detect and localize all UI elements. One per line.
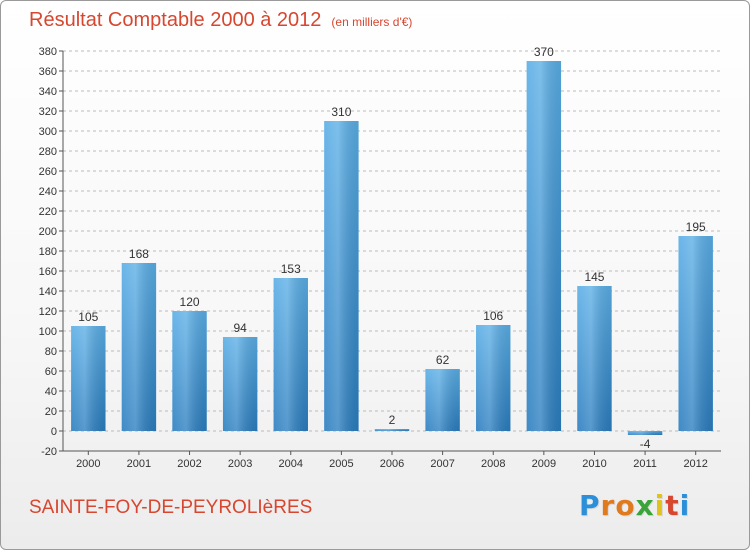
chart-title: Résultat Comptable 2000 à 2012 (en millie… [29,9,412,32]
x-tick-label: 2005 [329,458,353,470]
y-tick-label: -20 [41,446,57,458]
x-tick-label: 2004 [279,458,303,470]
data-label: 310 [331,105,351,119]
x-tick-label: 2012 [683,458,707,470]
label-layer: -20 0 20 40 60 80 100 120 140 160 180 200 220 240 260 2… [39,45,708,470]
y-tick-label: 220 [39,206,57,218]
bar-highlight [121,263,157,431]
logo-letter: t [665,489,680,522]
data-label: -4 [640,437,651,451]
logo-letter: i [654,489,666,522]
y-tick-label: 380 [39,46,57,58]
y-tick-label: 60 [45,366,57,378]
bar-highlight [476,325,511,431]
x-tick-label: 2008 [481,458,505,470]
x-tick-label: 2011 [633,458,657,470]
data-label: 2 [389,413,396,427]
y-tick-label: 260 [39,166,57,178]
x-tick-label: 2010 [582,458,606,470]
data-label: 153 [281,262,301,276]
y-tick-label: 360 [39,66,57,78]
bar-highlight [526,61,562,431]
data-label: 120 [180,295,200,309]
y-tick-label: 340 [39,86,57,98]
data-label: 62 [436,353,450,367]
y-tick-label: 0 [51,426,57,438]
y-tick-label: 80 [45,346,57,358]
y-tick-label: 280 [39,146,57,158]
logo-letter: r [600,489,616,522]
y-tick-label: 300 [39,126,57,138]
x-tick-label: 2007 [430,458,454,470]
x-tick-label: 2006 [380,458,404,470]
data-label: 94 [233,321,247,335]
data-label: 106 [483,309,503,323]
bar-highlight [577,286,612,431]
y-tick-label: 140 [39,286,57,298]
x-tick-label: 2009 [532,458,556,470]
y-tick-label: 100 [39,326,57,338]
x-tick-label: 2001 [127,458,151,470]
city-name: SAINTE-FOY-DE-PEYROLIèRES [29,497,313,518]
y-tick-label: 40 [45,386,57,398]
y-tick-label: 180 [39,246,57,258]
logo-letter: x [635,489,655,522]
logo-letter: o [615,489,636,522]
grid-layer [63,50,721,452]
bar-highlight [222,337,258,431]
bar-layer [71,61,713,435]
bar-highlight [324,121,359,431]
chart-subtitle: (en milliers d'€) [331,15,413,29]
bar-highlight [273,278,308,431]
y-tick-label: 160 [39,266,57,278]
bar-highlight [172,311,207,431]
bar-highlight [627,431,663,435]
logo-letter: i [679,489,691,522]
logo-letter: P [579,489,601,522]
data-label: 195 [686,220,706,234]
bar-highlight [678,236,713,431]
data-label: 370 [534,45,554,59]
y-tick-label: 320 [39,106,57,118]
y-tick-label: 120 [39,306,57,318]
proxiti-logo: Proxiti [579,489,690,522]
y-tick-label: 240 [39,186,57,198]
bar-highlight [374,429,410,431]
data-label: 168 [129,247,149,261]
bar-highlight [425,369,460,431]
axis-layer [59,50,721,455]
y-tick-label: 200 [39,226,57,238]
data-label: 105 [78,310,98,324]
y-tick-label: 20 [45,406,57,418]
x-tick-label: 2002 [177,458,201,470]
bar-highlight [71,326,106,431]
x-tick-label: 2000 [76,458,100,470]
chart-title-text: Résultat Comptable 2000 à 2012 [29,9,322,31]
x-tick-label: 2003 [228,458,252,470]
data-label: 145 [584,270,604,284]
